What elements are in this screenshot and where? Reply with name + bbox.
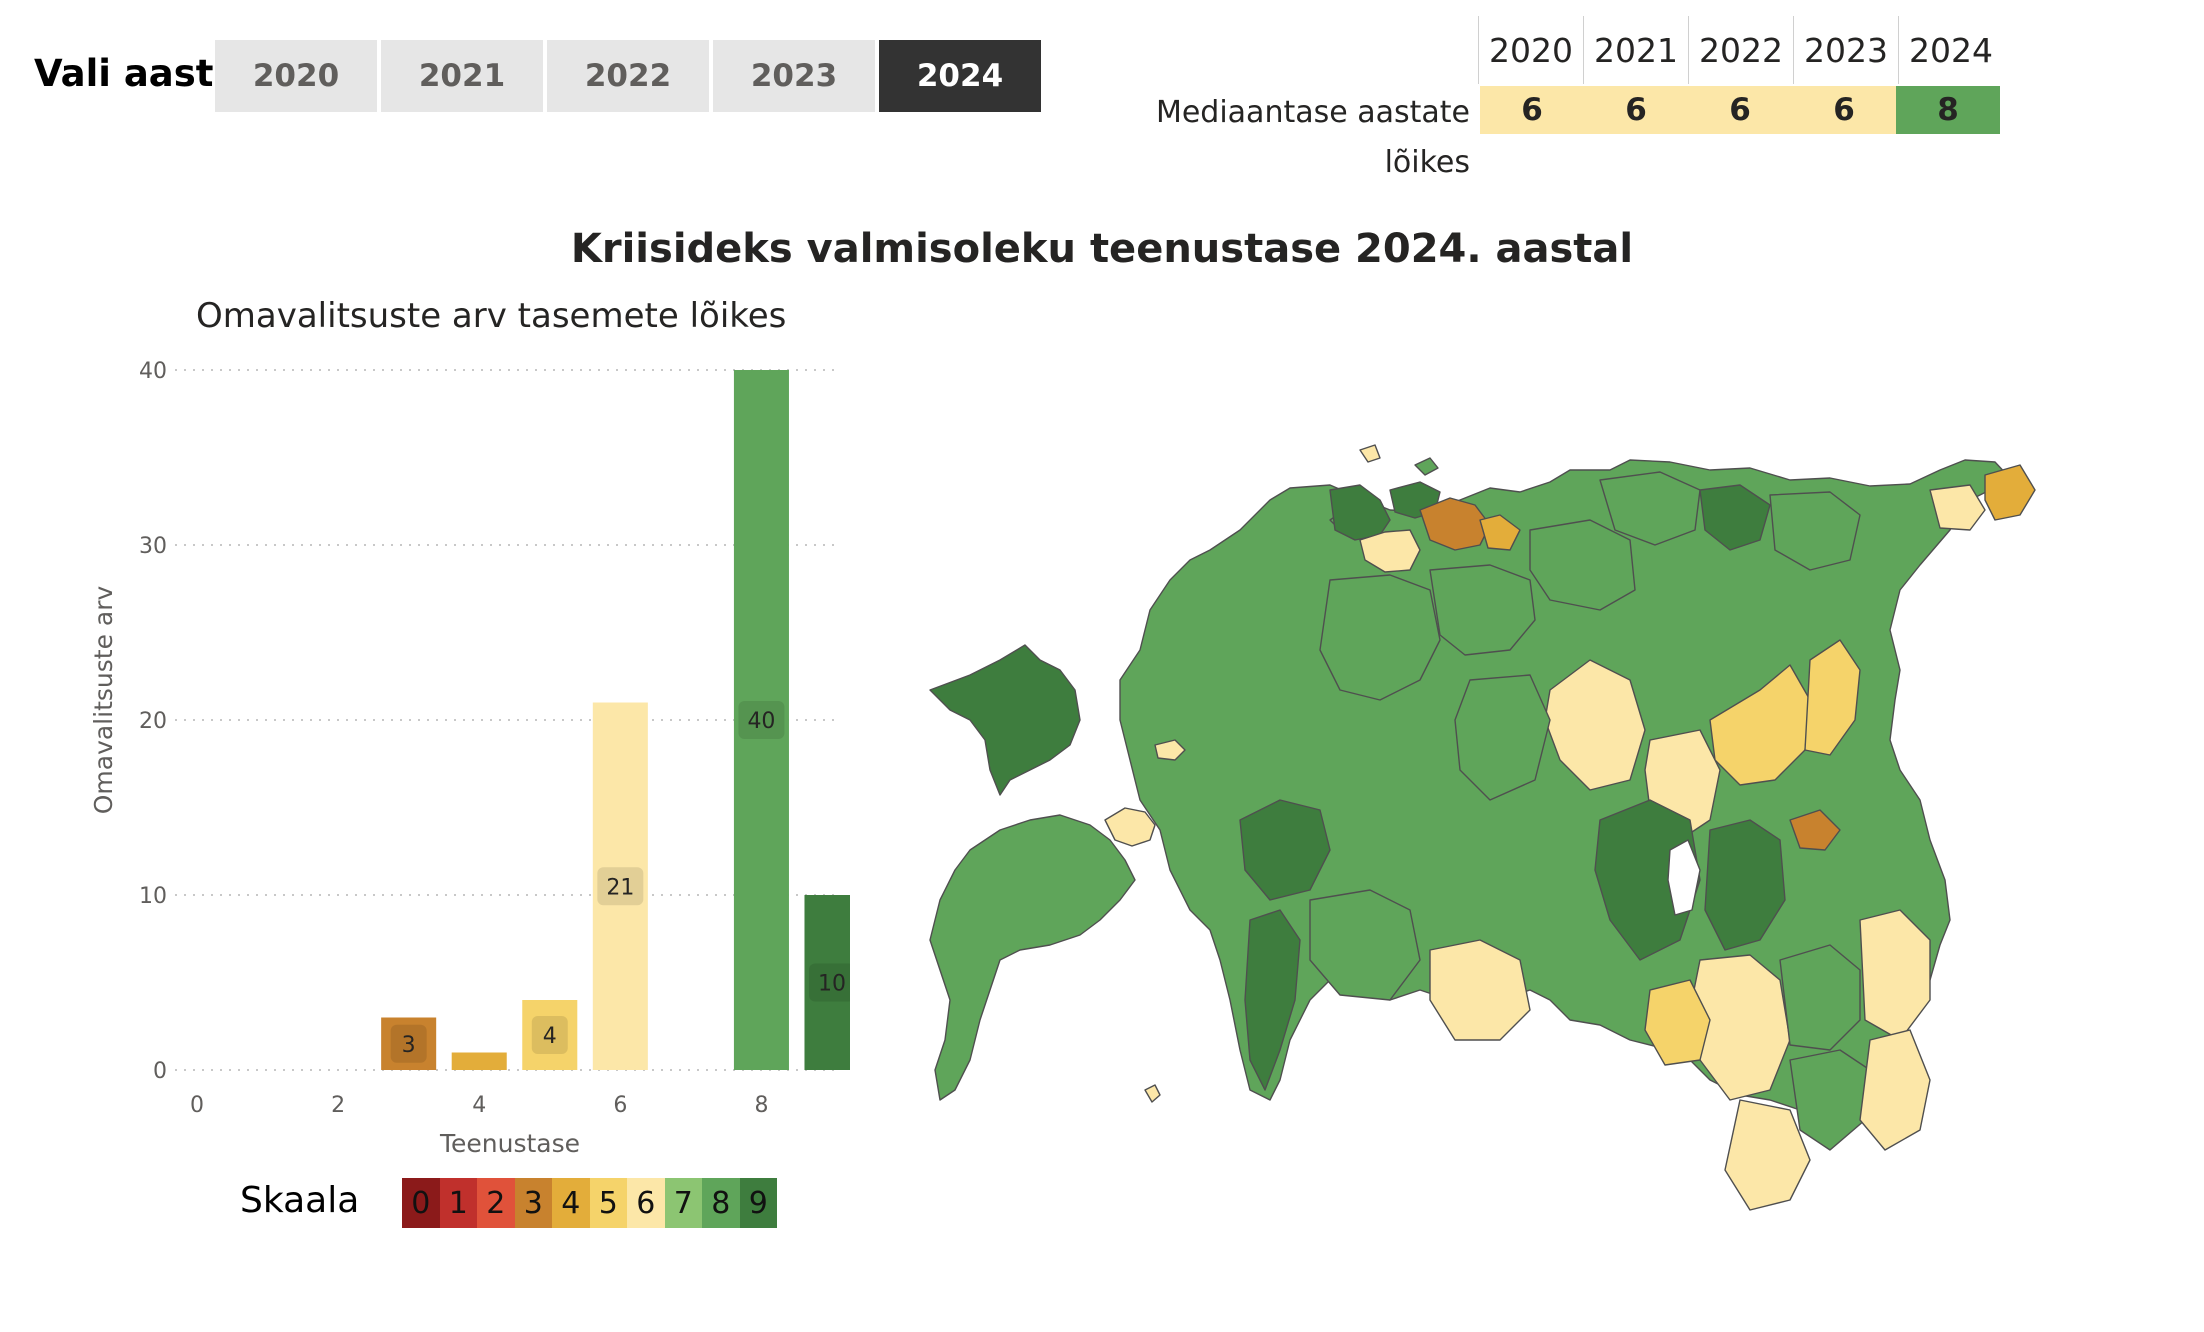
map-region-viljandi-lake [1667,839,1701,916]
legend-level-8: 8 [702,1178,740,1228]
data-label-level-8: 40 [747,709,775,734]
map-region-rapla [1319,574,1441,701]
map-region-tartu [1789,809,1841,851]
data-label-level-9: 10 [818,972,846,997]
page-title: Kriisideks valmisoleku teenustase 2024. … [570,226,1634,272]
map-region-parnu [1244,909,1301,1091]
map-region-rae [1479,514,1521,551]
map-region-kadrina [1699,484,1771,551]
map-region-kanepi [1779,944,1861,1051]
median-cell-2021: 6 [1584,86,1688,134]
legend-level-7: 7 [664,1178,702,1228]
bar-level-3[interactable] [381,1017,437,1071]
map-vormsi [1154,739,1186,761]
legend-label: Skaala [240,1180,360,1221]
year-tab-2024[interactable]: 2024 [879,40,1041,112]
map-region-jarva [1544,659,1646,791]
median-cell-2020: 6 [1480,86,1584,134]
map-region-tallinn-west [1329,484,1391,541]
map-region-rouge [1724,1099,1811,1211]
map-region-narva-ida [1929,484,1986,531]
data-label-background [531,1016,568,1054]
legend-level-1: 1 [439,1178,477,1228]
map-region-viljandi [1594,799,1701,961]
map-islet-2 [1414,457,1439,476]
y-tick-label: 10 [139,884,167,909]
data-label-level-3: 3 [402,1033,416,1058]
map-region-saarde [1309,889,1421,1001]
map-region-mustvee [1804,639,1861,756]
bar-chart: 3 4 21 40 10 0 10 20 30 40 0 2 4 6 8 Teenustase Omava… [90,359,850,1158]
y-tick-label: 40 [139,359,167,384]
bar-level-5[interactable] [522,1000,578,1070]
legend-level-6: 6 [627,1178,665,1228]
legend-level-3: 3 [514,1178,552,1228]
map-region-polva [1859,909,1931,1041]
median-header-2022: 2022 [1688,16,1793,84]
bar-level-9[interactable] [804,895,850,1070]
year-tab-2021[interactable]: 2021 [381,40,543,112]
map-region-elva [1704,819,1786,951]
map-region-kuusalu [1599,471,1701,546]
map-muhu [1104,807,1156,847]
x-tick-label: 0 [190,1093,204,1118]
map-region-narva [1984,464,2036,521]
map-region-paide [1454,674,1551,801]
bar-level-4[interactable] [451,1052,507,1071]
year-tab-2020[interactable]: 2020 [215,40,377,112]
year-tab-2023[interactable]: 2023 [713,40,875,112]
median-cell-2023: 6 [1792,86,1896,134]
median-table-header: 2020 2021 2022 2023 2024 [1478,16,2003,84]
median-header-2020: 2020 [1478,16,1583,84]
legend-level-4: 4 [552,1178,590,1228]
x-axis-label: Teenustase [439,1129,580,1158]
data-label-background [390,1024,427,1063]
data-label-background [809,963,850,1002]
y-axis-label: Omavalitsuste arv [90,586,118,815]
x-tick-label: 4 [472,1093,486,1118]
y-tick-label: 30 [139,534,167,559]
map-region-setomaa [1859,1029,1931,1151]
x-tick-label: 6 [613,1093,627,1118]
map-region-anija [1529,519,1636,611]
median-row-cells: 6 6 6 6 8 [1480,86,2000,134]
median-header-2021: 2021 [1583,16,1688,84]
median-cell-2024: 8 [1896,86,2000,134]
legend-scale: 0 1 2 3 4 5 6 7 8 9 [402,1178,777,1228]
map-region-harku [1359,529,1421,573]
municipality-map [929,444,2036,1211]
legend-level-9: 9 [739,1178,777,1228]
y-tick-label: 0 [153,1059,167,1084]
map-saaremaa [929,814,1136,1101]
y-tick-label: 20 [139,709,167,734]
map-region-voru [1789,1049,1871,1151]
map-region-parnu-east [1239,799,1331,901]
median-row-label: Mediaantase aastate lõikes [1155,95,1470,180]
map-ruhnu [1144,1084,1161,1103]
year-tab-2022[interactable]: 2022 [547,40,709,112]
median-header-2023: 2023 [1793,16,1898,84]
legend-level-2: 2 [477,1178,515,1228]
x-tick-label: 2 [331,1093,345,1118]
map-hiiumaa [929,644,1081,796]
bar-level-6[interactable] [592,702,648,1071]
data-label-background [738,701,785,739]
map-region-mulgi [1429,939,1531,1041]
map-region-rakvere [1769,491,1861,571]
bar-level-8[interactable] [733,370,789,1070]
data-label-level-5: 4 [543,1024,557,1049]
data-label-background [597,867,644,906]
x-tick-label: 8 [754,1093,768,1118]
map-prangli [1359,444,1381,463]
median-header-2024: 2024 [1898,16,2003,84]
chart-title: Omavalitsuste arv tasemete lõikes [196,296,787,336]
legend-level-5: 5 [589,1178,627,1228]
median-cell-2022: 6 [1688,86,1792,134]
map-region-otepaa [1644,979,1711,1066]
map-region-kose [1429,564,1536,656]
legend-level-0: 0 [402,1178,440,1228]
year-selector: 2020 2021 2022 2023 2024 [215,40,1041,112]
data-label-level-6: 21 [606,875,634,900]
